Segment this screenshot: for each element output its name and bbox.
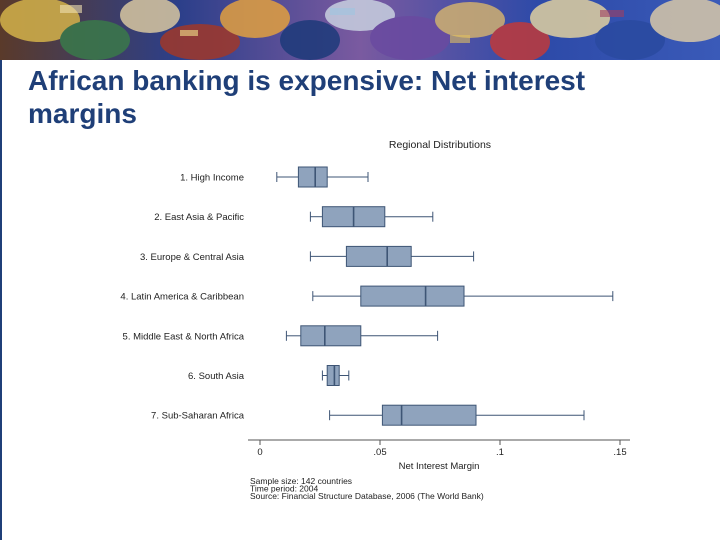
note-line: Source: Financial Structure Database, 20…	[250, 491, 484, 501]
category-label: 7. Sub-Saharan Africa	[151, 411, 245, 422]
category-labels: 1. High Income 2. East Asia & Pacific 3. E…	[120, 173, 244, 422]
chart-title: Regional Distributions	[389, 139, 491, 151]
box-group	[321, 365, 350, 386]
box-group	[312, 285, 614, 307]
note-line: Time period: 2004	[250, 484, 318, 494]
note-line: Sample size: 142 countries	[250, 476, 352, 486]
category-label: 2. East Asia & Pacific	[154, 212, 244, 223]
slide-title: African banking is expensive: Net intere…	[28, 65, 586, 129]
x-tick-label: .15	[613, 447, 626, 458]
box-iqr	[381, 404, 477, 426]
box-group	[309, 206, 434, 228]
header-banner-artwork	[0, 0, 720, 60]
category-label: 6. South Asia	[188, 371, 245, 382]
box-iqr	[300, 325, 362, 347]
category-label: 1. High Income	[180, 173, 244, 184]
category-label: 4. Latin America & Caribbean	[120, 292, 244, 303]
x-axis-label: Net Interest Margin	[399, 461, 480, 472]
banner-painting	[0, 0, 720, 60]
box-group	[309, 245, 475, 267]
box-series	[276, 166, 614, 426]
category-label: 3. Europe & Central Asia	[140, 252, 245, 263]
category-label: 5. Middle East & North Africa	[123, 331, 245, 342]
box-iqr	[297, 166, 328, 188]
box-iqr	[326, 365, 340, 386]
x-tick-label: 0	[257, 447, 262, 458]
box-iqr	[360, 285, 465, 307]
box-group	[329, 404, 585, 426]
box-group	[285, 325, 439, 347]
x-tick-label: .1	[496, 447, 504, 458]
box-iqr	[345, 245, 412, 267]
box-group	[276, 166, 369, 188]
left-accent-rule	[0, 60, 2, 540]
x-tick-label: .05	[373, 447, 386, 458]
x-axis: 0 .05 .1 .15	[248, 439, 630, 458]
